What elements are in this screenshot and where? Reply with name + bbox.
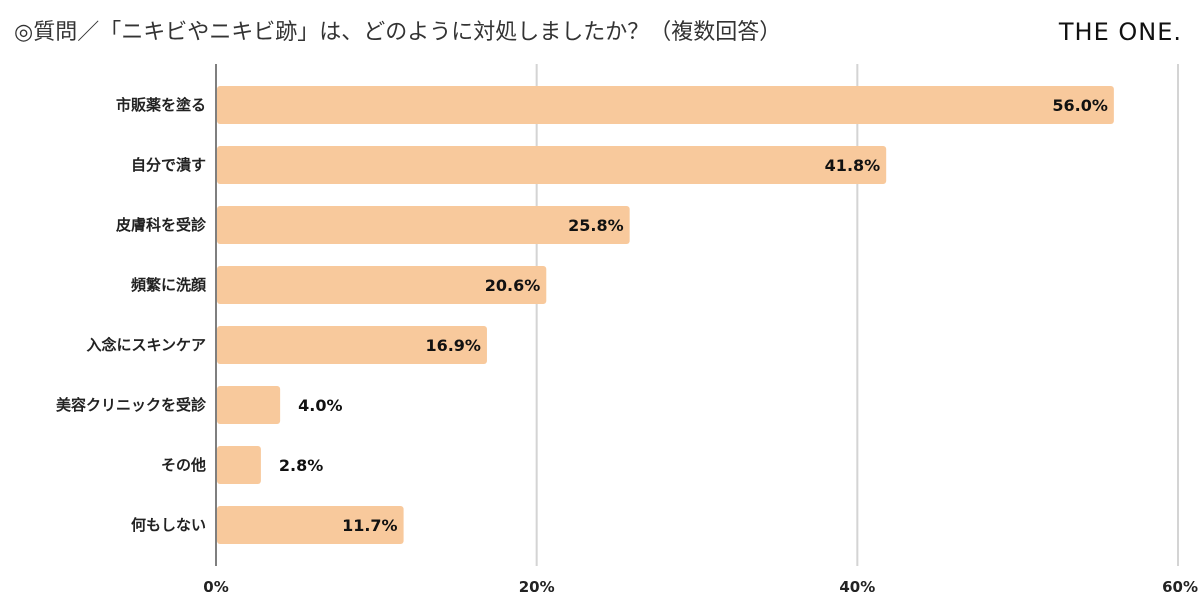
- tick-layer: 0% 20% 40% 60%: [203, 578, 1198, 596]
- bar: [217, 266, 547, 304]
- value-label: 16.9%: [425, 336, 481, 355]
- label-layer: 市販薬を塗る 56.0% 自分で潰す 41.8% 皮膚科を受診 25.8% 頻繁に洗顔 20.…: [56, 96, 1108, 535]
- x-tick-label: 60%: [1162, 578, 1198, 596]
- value-label: 11.7%: [342, 516, 398, 535]
- category-label: 皮膚科を受診: [116, 216, 207, 234]
- value-label: 56.0%: [1052, 96, 1108, 115]
- bar: [217, 386, 281, 424]
- value-label: 2.8%: [279, 456, 323, 475]
- x-tick-label: 40%: [839, 578, 875, 596]
- value-label: 25.8%: [568, 216, 624, 235]
- bar: [217, 446, 261, 484]
- grid-layer: [215, 64, 1179, 566]
- category-label: 頻繁に洗顔: [131, 276, 207, 294]
- category-label: 美容クリニックを受診: [56, 396, 207, 414]
- category-label: 入念にスキンケア: [86, 336, 206, 354]
- value-label: 4.0%: [298, 396, 342, 415]
- x-tick-label: 0%: [203, 578, 228, 596]
- bar: [217, 206, 630, 244]
- category-label: 何もしない: [131, 516, 206, 534]
- bar: [217, 86, 1114, 124]
- category-label: 自分で潰す: [131, 156, 206, 174]
- category-label: 市販薬を塗る: [116, 96, 206, 114]
- bar: [217, 326, 487, 364]
- bar: [217, 146, 887, 184]
- category-label: その他: [161, 456, 206, 474]
- brand-logo: THE ONE.: [1058, 18, 1182, 46]
- chart-title: ◎質問／「ニキビやニキビ跡」は、どのように対処しましたか？（複数回答）: [14, 20, 782, 45]
- bar-layer: [217, 86, 1114, 544]
- x-tick-label: 20%: [519, 578, 555, 596]
- value-label: 20.6%: [485, 276, 541, 295]
- bar: [217, 506, 404, 544]
- value-label: 41.8%: [825, 156, 881, 175]
